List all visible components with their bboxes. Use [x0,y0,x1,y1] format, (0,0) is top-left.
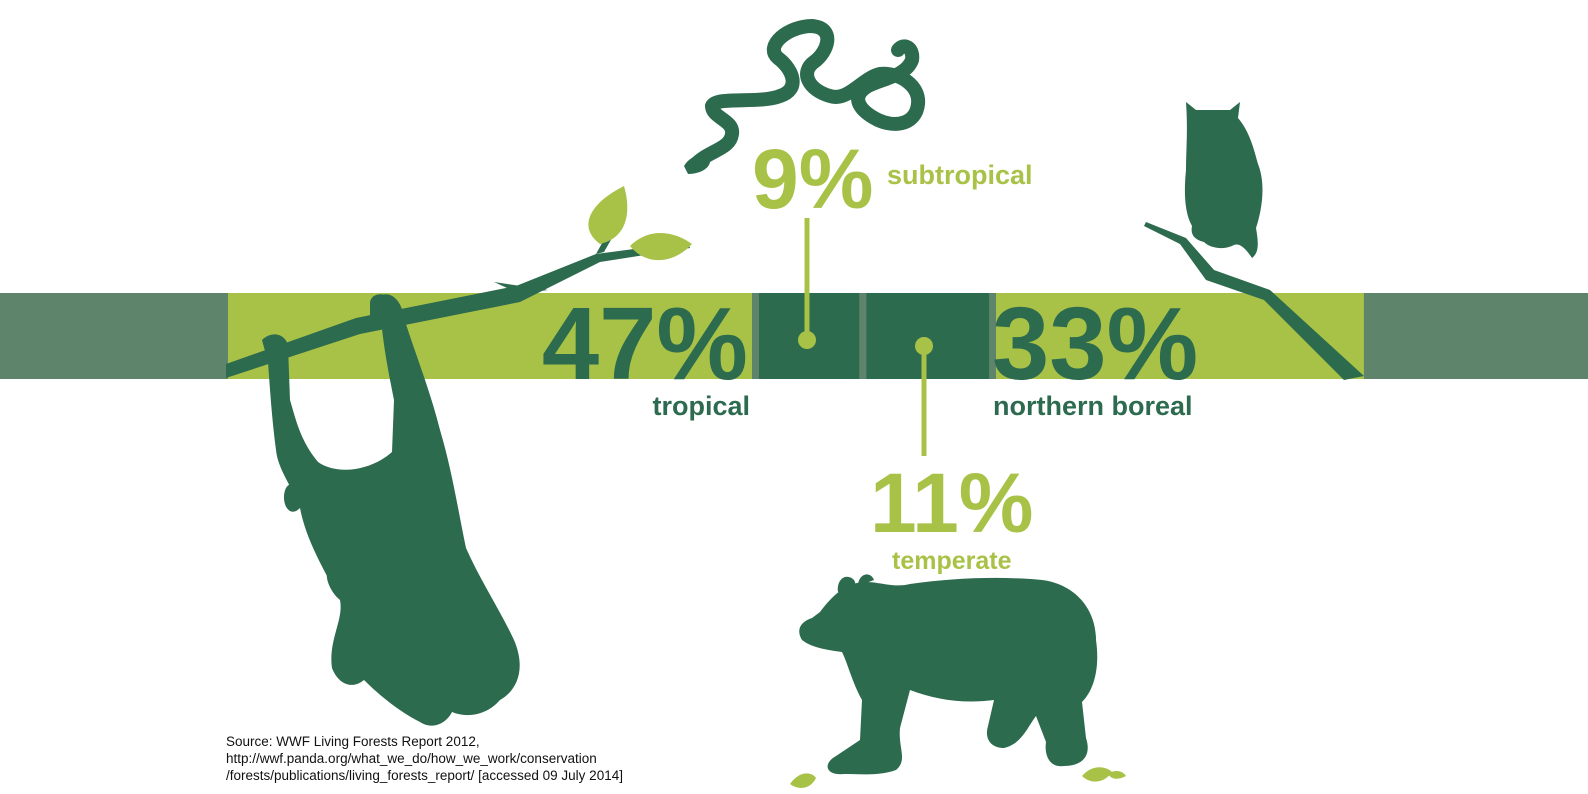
subtropical-value-label: 9% [752,132,873,226]
snake-icon [687,18,926,173]
source-line: http://wwf.panda.org/what_we_do/how_we_w… [226,751,597,766]
tropical-category-label: tropical [652,391,750,421]
orangutan-icon [262,294,520,726]
boreal-value-label: 33% [992,286,1198,401]
snake-head [684,155,711,174]
bar-segment-temperate [866,293,990,379]
temperate-dot [915,337,933,355]
subtropical-category-label: subtropical [887,160,1033,190]
source-line: Source: WWF Living Forests Report 2012, [226,734,480,749]
orangutan-hand [370,294,394,320]
bar-segments [228,293,1364,379]
source-citation: Source: WWF Living Forests Report 2012, … [226,733,746,784]
tropical-value-label: 47% [542,286,748,401]
bear-icon [799,574,1098,775]
subtropical-dot [798,331,816,349]
leaf-icon [588,186,692,261]
temperate-category-label: temperate [892,547,1012,575]
owl-icon [1144,102,1364,380]
boreal-category-label: northern boreal [993,391,1193,421]
source-line: /forests/publications/living_forests_rep… [226,768,623,783]
temperate-value-label: 11% [870,456,1034,550]
leaf-icon [790,767,1126,788]
